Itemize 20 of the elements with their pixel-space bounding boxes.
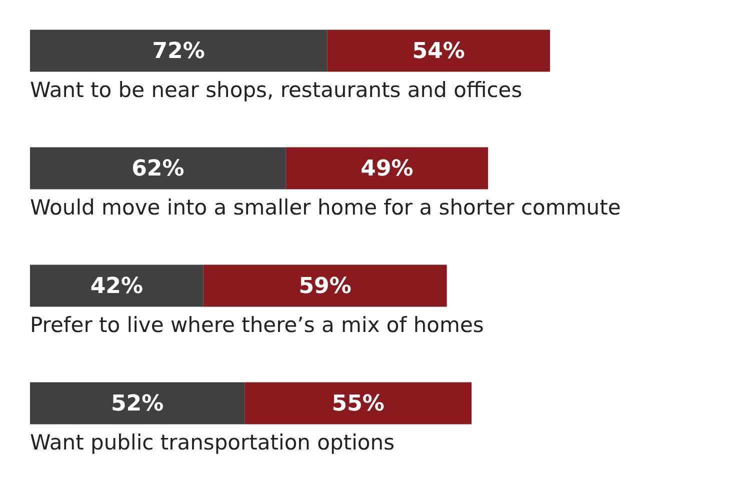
- bar: [30, 264, 204, 307]
- y-tick-label: Prefer to live where there’s a mix of homes: [30, 312, 484, 337]
- y-tick-label: Would move into a smaller home for a shorter commute: [30, 195, 621, 220]
- bar: [203, 264, 447, 307]
- y-tick-label: Want to be near shops, restaurants and offices: [30, 78, 522, 102]
- data-label: 62%: [132, 156, 184, 182]
- bar: [244, 382, 472, 424]
- bar: [286, 147, 488, 190]
- data-label: 59%: [298, 274, 352, 299]
- data-label: 55%: [332, 391, 384, 416]
- bar: [30, 147, 286, 190]
- y-tick-label: Want public transportation options: [30, 430, 395, 454]
- data-label: 42%: [90, 274, 144, 299]
- bar: [327, 30, 550, 72]
- bar: [30, 382, 245, 424]
- data-label: 54%: [412, 38, 465, 64]
- data-label: 72%: [152, 38, 205, 64]
- data-label: 49%: [360, 156, 414, 182]
- bar: [30, 30, 328, 72]
- data-label: 52%: [110, 391, 164, 416]
